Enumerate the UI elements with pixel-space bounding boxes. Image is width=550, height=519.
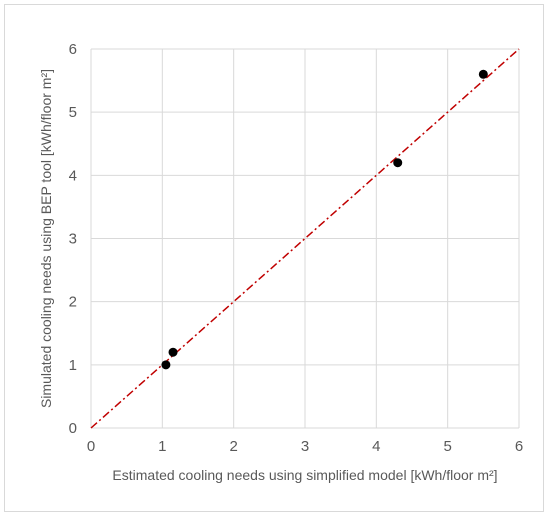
x-tick-label: 6 (515, 438, 523, 455)
y-tick-labels: 0 1 2 3 4 5 6 (69, 41, 77, 437)
x-tick-labels: 0 1 2 3 4 5 6 (87, 438, 523, 455)
parity-line (90, 48, 520, 429)
y-tick-label: 0 (69, 420, 77, 437)
x-axis-label: Estimated cooling needs using simplified… (112, 467, 497, 483)
chart-frame: 0 1 2 3 4 5 6 0 1 2 3 4 5 6 Estimated cooling needs … (4, 4, 544, 512)
y-axis-label: Simulated cooling needs using BEP tool [… (38, 69, 54, 408)
data-point (161, 360, 171, 370)
data-point (393, 158, 403, 168)
y-tick-label: 2 (69, 294, 77, 311)
x-tick-label: 4 (372, 438, 380, 455)
y-tick-label: 5 (69, 104, 77, 121)
x-tick-label: 1 (158, 438, 166, 455)
y-tick-label: 3 (69, 231, 77, 248)
x-tick-label: 3 (301, 438, 309, 455)
x-tick-label: 5 (443, 438, 451, 455)
data-point (478, 69, 488, 79)
data-points (161, 69, 488, 370)
y-tick-label: 1 (69, 357, 77, 374)
y-tick-label: 4 (69, 167, 77, 184)
x-tick-label: 2 (229, 438, 237, 455)
x-tick-label: 0 (87, 438, 95, 455)
y-tick-label: 6 (69, 41, 77, 58)
data-point (168, 347, 178, 357)
scatter-chart: 0 1 2 3 4 5 6 0 1 2 3 4 5 6 Estimated cooling needs … (38, 41, 523, 483)
